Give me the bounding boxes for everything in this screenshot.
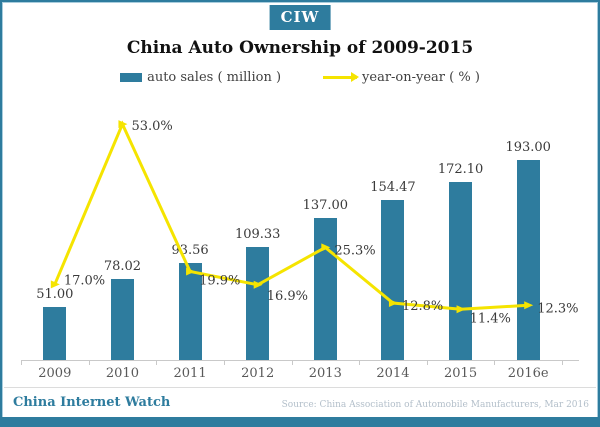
bar-value-label: 154.47	[370, 179, 416, 195]
line-marker-icon	[321, 243, 331, 252]
legend-label-year-on-year: year-on-year ( % )	[362, 70, 480, 85]
x-axis-label-2010: 2010	[105, 366, 139, 381]
bar-2012	[246, 246, 270, 360]
x-axis-tick	[156, 360, 158, 365]
x-axis-label-2011: 2011	[173, 366, 207, 381]
bar-2009	[43, 307, 67, 360]
line-value-label: 53.0%	[131, 119, 172, 134]
line-value-label: 25.3%	[334, 243, 375, 258]
ciw-logo: CIW	[269, 5, 331, 30]
x-axis-label-2012: 2012	[241, 366, 275, 381]
chart-title: China Auto Ownership of 2009-2015	[126, 38, 474, 58]
x-axis-tick	[494, 360, 496, 365]
chart-legend: auto sales ( million ) year-on-year ( % …	[2, 70, 598, 85]
bar-2011	[178, 263, 202, 360]
x-axis-tick	[223, 360, 225, 365]
line-value-label: 16.9%	[267, 289, 308, 304]
x-axis-tick	[426, 360, 428, 365]
x-axis-tick	[21, 360, 22, 365]
bar-value-label: 193.00	[505, 140, 551, 155]
line-marker-icon	[456, 305, 466, 314]
brand-text: China Internet Watch	[13, 395, 171, 410]
line-marker-icon	[253, 280, 263, 289]
x-axis-tick	[359, 360, 361, 365]
bar-2016e	[516, 160, 540, 360]
line-marker-icon	[524, 301, 534, 310]
bar-value-label: 137.00	[302, 198, 349, 214]
line-value-label: 17.0%	[64, 273, 105, 288]
bar-value-label: 172.10	[437, 161, 484, 177]
x-axis-label-2009: 2009	[38, 366, 72, 381]
x-axis-label-2016e: 2016e	[507, 366, 549, 381]
x-axis-label-2014: 2014	[376, 366, 410, 381]
line-value-label: 19.9%	[199, 273, 240, 288]
x-axis-label-2013: 2013	[308, 366, 342, 381]
line-marker-icon	[50, 280, 60, 289]
x-axis-line	[21, 360, 579, 361]
line-swatch-icon	[323, 72, 360, 82]
footer: China Internet Watch Source: China Assoc…	[4, 387, 596, 417]
legend-item-auto-sales: auto sales ( million )	[120, 70, 281, 85]
bar-swatch-icon	[120, 73, 143, 82]
bar-2010	[110, 279, 134, 360]
arrow-icon	[351, 72, 360, 82]
bar-2014	[381, 199, 405, 360]
bar-value-label: 51.00	[36, 287, 74, 303]
x-axis-tick	[88, 360, 90, 365]
line-marker-icon	[388, 299, 398, 308]
legend-label-auto-sales: auto sales ( million )	[147, 70, 282, 85]
footer-accent-bar	[2, 417, 598, 425]
legend-item-year-on-year: year-on-year ( % )	[323, 70, 480, 85]
line-value-label: 11.4%	[470, 311, 511, 326]
line-value-label: 12.3%	[537, 301, 578, 316]
bar-value-label: 78.02	[103, 259, 142, 275]
x-axis-tick	[562, 360, 563, 365]
source-text: Source: China Association of Automobile …	[281, 400, 589, 410]
year-on-year-line	[53, 120, 529, 311]
x-axis-tick	[291, 360, 293, 365]
line-marker-icon	[118, 120, 128, 129]
line-value-label: 12.8%	[402, 299, 443, 314]
line-marker-icon	[186, 267, 196, 276]
x-axis-label-2015: 2015	[444, 366, 478, 381]
bar-2015	[449, 181, 473, 360]
bar-value-label: 109.33	[234, 226, 281, 242]
